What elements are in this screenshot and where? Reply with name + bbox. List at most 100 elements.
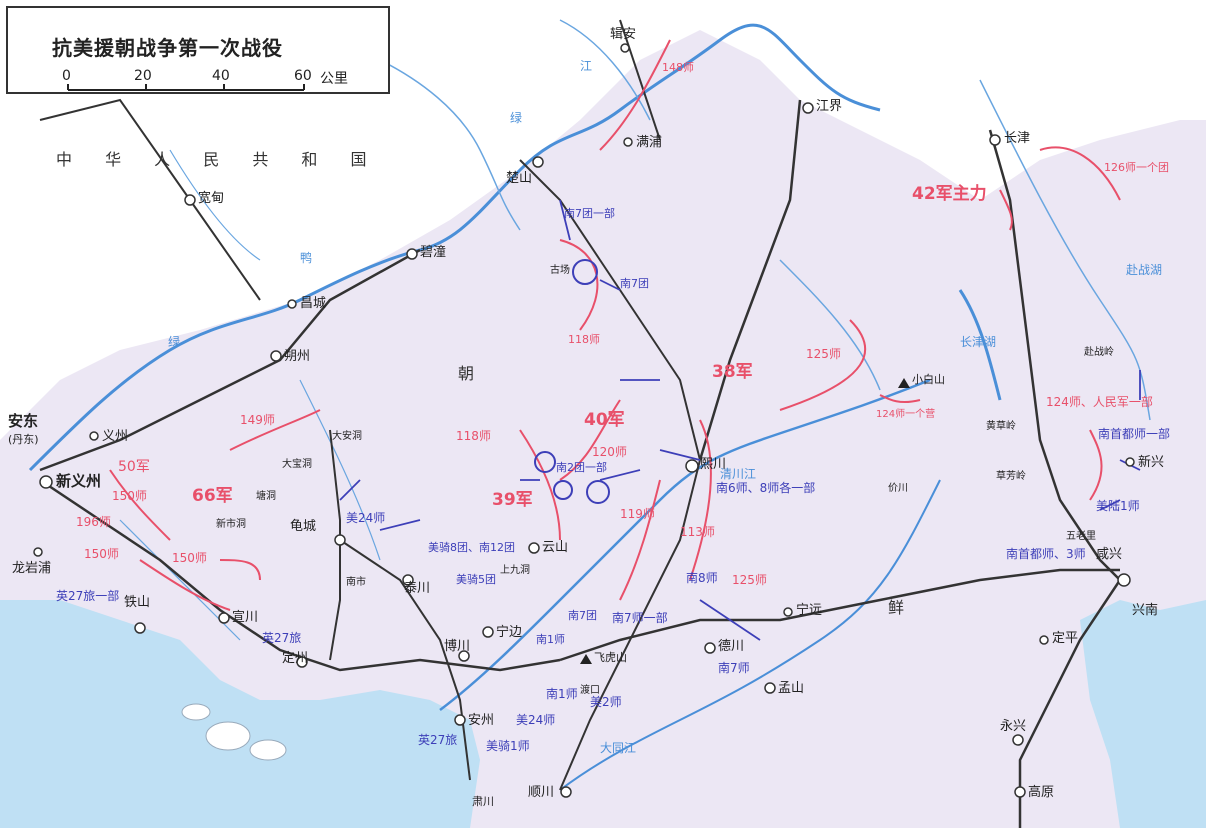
river-label-fuzhan-lake: 赴战湖: [1126, 263, 1163, 277]
unit-army39: 39军: [492, 490, 533, 510]
place-gaoyuan: 高原: [1028, 785, 1055, 800]
unit-army66: 66军: [192, 486, 233, 506]
river-label-yalu-a: 绿: [510, 111, 523, 125]
place-tangdong: 塘洞: [256, 491, 276, 502]
railway-line: [619, 19, 661, 141]
enemy-s7d: 南7师: [718, 661, 750, 675]
river-label-yalu-d: 绿: [168, 335, 181, 349]
east-sea: [1080, 600, 1206, 828]
island: [181, 703, 211, 721]
place-dukou: 渡口: [580, 685, 600, 696]
enemy-s7c: 南7师一部: [612, 611, 668, 625]
place-dingzhou: 定州: [282, 651, 309, 666]
place-xinxing: 新兴: [1138, 455, 1165, 470]
volunteer-arrows: [109, 39, 1121, 611]
unit-113: 113师: [680, 525, 715, 539]
scale-unit: 公里: [320, 71, 348, 87]
unit-124-korean: 124师、人民军一部: [1046, 395, 1153, 409]
river-small: [119, 519, 241, 641]
place-ningbian: 宁边: [496, 625, 523, 640]
enemy-s7a: 南7团一部: [564, 207, 615, 220]
scale-tick-20: 20: [134, 68, 152, 84]
railway-line: [1018, 579, 1122, 828]
enemy-br27b: 英27旅: [262, 631, 302, 645]
place-suchuan2: 价川: [888, 483, 908, 494]
unit-army38: 38军: [712, 362, 753, 382]
place-xichuan: 熙川: [700, 457, 727, 472]
place-dingping: 定平: [1052, 631, 1079, 646]
place-xianxing: 咸兴: [1096, 547, 1123, 562]
unit-149: 149师: [240, 413, 275, 427]
unit-148: 148师: [662, 61, 694, 74]
town-markers: [33, 43, 1135, 798]
place-andong-sub: (丹东): [8, 433, 39, 446]
unit-army42: 42军主力: [912, 184, 987, 204]
enemy-s8: 南8师: [686, 571, 718, 585]
enemy-marine1: 美陆1师: [1096, 499, 1140, 513]
river-label-qingchuan: 清川江: [720, 467, 757, 481]
enemy-s7b: 南7团: [620, 277, 649, 290]
battle-ring: [534, 451, 556, 473]
unit-army50: 50军: [118, 459, 150, 475]
enemy-us2: 美2师: [590, 695, 622, 709]
place-deshan: 德川: [718, 639, 745, 654]
enemy-cap3: 南首都师、3师: [1006, 547, 1086, 561]
place-xinqiao: 新市洞: [216, 519, 246, 530]
river-small: [299, 379, 381, 561]
place-shunchuan: 顺川: [528, 785, 555, 800]
place-chushan: 楚山: [506, 171, 533, 186]
taedong-river: [559, 479, 941, 791]
railway-line: [559, 568, 1120, 662]
place-yizhou: 义州: [102, 429, 129, 444]
enemy-cav1: 美骑1师: [486, 739, 530, 753]
enemy-us8: 美骑8团、南12团: [428, 541, 515, 554]
enemy-cap1: 南首都师一部: [1098, 427, 1171, 441]
enemy-us5: 美骑5团: [456, 573, 496, 586]
place-ningyuan: 宁远: [796, 603, 823, 618]
enemy-s2: 南2团一部: [556, 461, 607, 474]
place-jiangjie: 江界: [816, 99, 843, 114]
map-legend: 抗美援朝战争第一次战役 0 20 40 60 公里: [6, 6, 390, 94]
enemy-ro7: 南7团: [568, 609, 597, 622]
changjin-lake: [958, 289, 1002, 401]
enemy-s1: 南1师: [546, 687, 578, 701]
place-xinyizhou: 新义州: [56, 472, 102, 490]
unit-119: 119师: [620, 507, 655, 521]
place-shangjiudong: 上九洞: [500, 565, 530, 576]
place-longyanpu: 龙岩浦: [12, 561, 52, 576]
place-yunshan: 云山: [542, 540, 569, 555]
scale-tick-0: 0: [62, 68, 71, 84]
railway-line: [39, 98, 261, 301]
mountain-marker: [898, 378, 910, 388]
unit-125b: 125师: [732, 573, 767, 587]
unit-196: 196师: [76, 515, 111, 529]
yalu-river: [28, 23, 881, 472]
river-tributary: [379, 59, 521, 231]
enemy-us24a: 美24师: [346, 511, 386, 525]
enemy-br27c: 英27旅: [418, 733, 458, 747]
river-label-yalu-b: 江: [580, 59, 593, 73]
unit-120: 120师: [592, 445, 627, 459]
unit-150b: 150师: [84, 547, 119, 561]
place-boshan: 博川: [444, 639, 471, 654]
chongchon-river: [439, 378, 931, 711]
mountain-marker: [580, 654, 592, 664]
scale-tick-60: 60: [294, 68, 312, 84]
battle-ring: [553, 480, 573, 500]
place-suchuan: 肃川: [472, 795, 494, 808]
place-feihushan: 飞虎山: [594, 651, 627, 664]
place-kuandian: 宽甸: [198, 191, 225, 206]
unit-126-regiment: 126师一个团: [1104, 161, 1169, 174]
west-sea: [0, 600, 480, 828]
place-mengshan: 孟山: [778, 681, 805, 696]
railway-line: [559, 459, 701, 791]
enemy-br27a: 英27旅一部: [56, 589, 120, 603]
island: [205, 721, 251, 751]
river-tributary: [169, 149, 261, 261]
railway-line: [339, 539, 471, 781]
place-qingyuan: 满浦: [636, 135, 663, 150]
region-china: 中 华 人 民 共 和 国: [56, 150, 381, 169]
enemy-s1b: 南1师: [536, 633, 565, 646]
place-guicheng: 龟城: [290, 519, 317, 534]
